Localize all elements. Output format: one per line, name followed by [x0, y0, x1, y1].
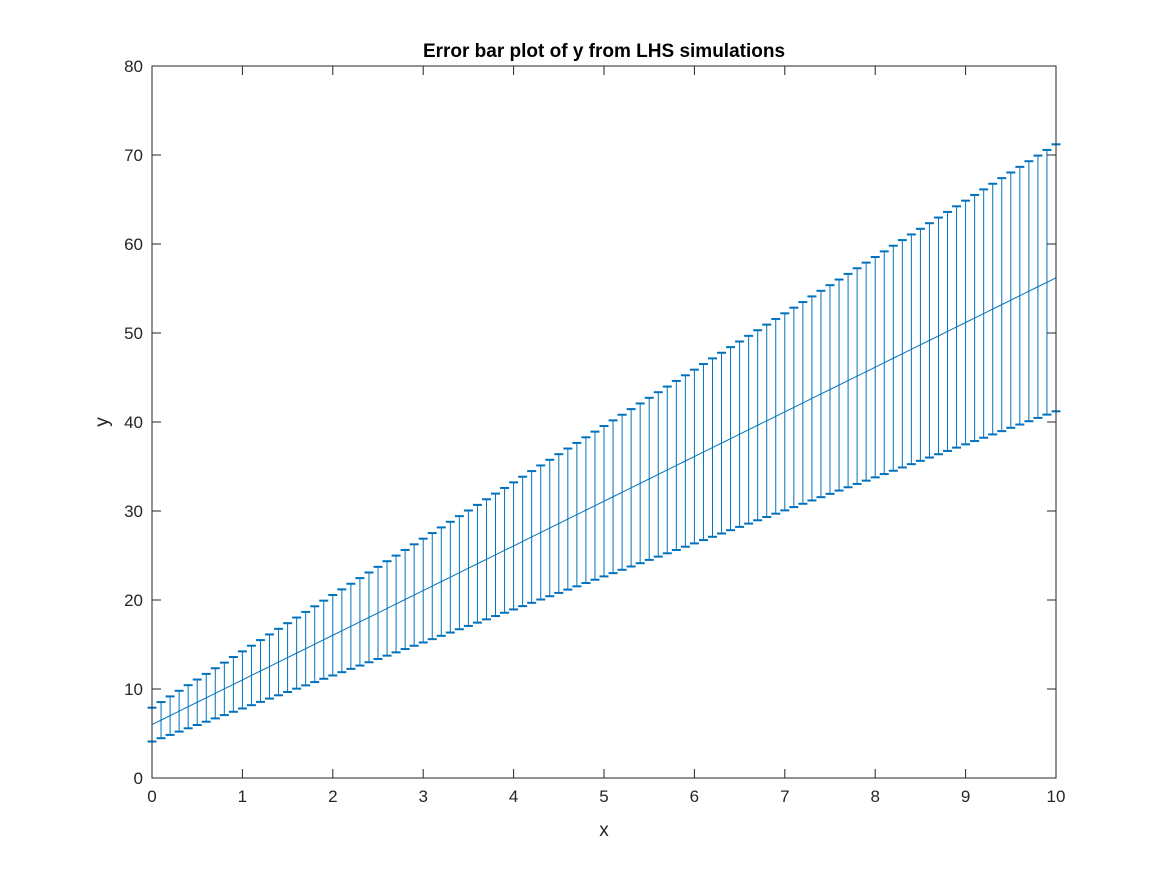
y-tick-label: 20 — [124, 591, 143, 610]
y-tick-label: 40 — [124, 413, 143, 432]
x-tick-label: 2 — [328, 787, 337, 806]
y-tick-label: 70 — [124, 146, 143, 165]
chart-title: Error bar plot of y from LHS simulations — [423, 41, 785, 62]
x-tick-label: 4 — [509, 787, 518, 806]
x-tick-label: 5 — [599, 787, 608, 806]
x-tick-label: 1 — [238, 787, 247, 806]
y-tick-label: 30 — [124, 502, 143, 521]
y-tick-label: 0 — [134, 769, 143, 788]
mean-line — [151, 277, 1057, 726]
axis-ticks: 0 1 2 3 4 5 6 7 8 9 10 0 10 20 30 40 50 60 70 80 — [124, 57, 1065, 806]
x-tick-label: 6 — [690, 787, 699, 806]
y-tick-label: 80 — [124, 57, 143, 76]
y-tick-label: 60 — [124, 235, 143, 254]
y-axis-label: y — [92, 417, 113, 427]
y-tick-label: 50 — [124, 324, 143, 343]
x-tick-label: 10 — [1047, 787, 1066, 806]
y-tick-label: 10 — [124, 680, 143, 699]
x-tick-label: 3 — [418, 787, 427, 806]
x-tick-label: 7 — [780, 787, 789, 806]
x-axis-label: x — [599, 820, 609, 841]
x-tick-label: 8 — [870, 787, 879, 806]
x-tick-label: 0 — [147, 787, 156, 806]
plot-area — [147, 143, 1061, 743]
x-tick-label: 9 — [961, 787, 970, 806]
